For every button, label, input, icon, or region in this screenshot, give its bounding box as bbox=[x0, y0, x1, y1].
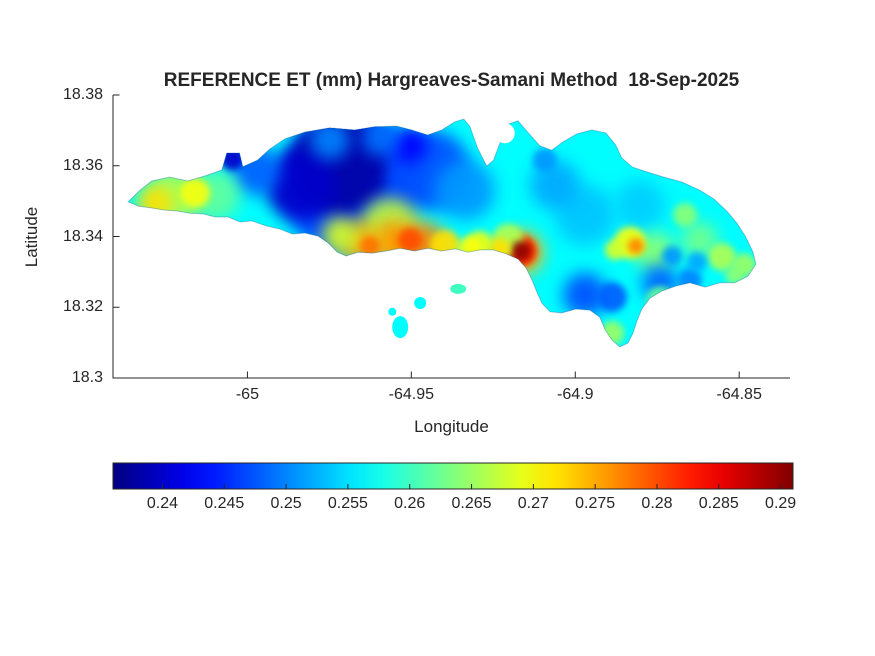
island-heatmap bbox=[128, 119, 756, 347]
et-value-blob bbox=[600, 321, 624, 346]
islet bbox=[388, 307, 397, 316]
et-value-blob bbox=[627, 238, 644, 255]
et-value-blob bbox=[360, 236, 380, 257]
colorbar-tick-label: 0.255 bbox=[327, 495, 368, 512]
et-value-blob bbox=[489, 238, 510, 259]
et-value-blob bbox=[321, 217, 358, 254]
et-value-blob bbox=[708, 243, 737, 271]
et-value-blob bbox=[529, 159, 580, 210]
x-tick-label: -65 bbox=[235, 386, 259, 403]
y-tick-label: 18.32 bbox=[62, 298, 103, 316]
et-value-blob bbox=[563, 272, 608, 317]
et-value-blob bbox=[532, 148, 557, 173]
et-value-blob bbox=[264, 149, 335, 220]
et-value-blob bbox=[673, 202, 698, 227]
et-value-blob bbox=[180, 178, 210, 208]
y-tick-label: 18.3 bbox=[71, 369, 103, 386]
colorbar-tick-label: 0.285 bbox=[698, 495, 739, 512]
et-value-blob bbox=[646, 286, 675, 315]
colorbar-tick-label: 0.25 bbox=[270, 495, 302, 512]
et-value-blob bbox=[597, 282, 627, 312]
et-value-blob bbox=[724, 265, 745, 286]
islet bbox=[414, 297, 427, 309]
offshore-islets bbox=[388, 283, 467, 339]
et-value-blob bbox=[458, 236, 482, 261]
et-value-blob bbox=[614, 180, 665, 230]
colorbar-tick-label: 0.28 bbox=[641, 495, 673, 512]
colorbar-ticks bbox=[161, 484, 782, 489]
chart-title: REFERENCE ET (mm) Hargreaves-Samani Meth… bbox=[163, 70, 740, 91]
et-value-blob bbox=[430, 230, 461, 260]
islet bbox=[450, 283, 467, 294]
et-value-blob bbox=[604, 239, 625, 260]
axes bbox=[112, 94, 790, 379]
et-value-blob bbox=[435, 160, 496, 221]
bay-inlet bbox=[494, 123, 515, 144]
colorbar-tick-label: 0.245 bbox=[204, 495, 245, 512]
et-value-blob bbox=[511, 241, 532, 261]
colorbar-tick-label: 0.24 bbox=[146, 495, 179, 512]
et-value-blob bbox=[681, 222, 718, 258]
bays bbox=[494, 123, 515, 144]
x-axis-label: Longitude bbox=[414, 417, 489, 436]
et-value-blob bbox=[309, 119, 350, 160]
x-tick-label: -64.85 bbox=[716, 386, 762, 403]
islet bbox=[392, 316, 409, 339]
et-value-blob bbox=[398, 228, 422, 252]
colorbar-tick-label: 0.29 bbox=[765, 495, 797, 512]
colorbar bbox=[112, 462, 794, 490]
x-tick-label: -64.95 bbox=[388, 386, 435, 403]
et-value-blob bbox=[137, 184, 173, 221]
x-tick-label: -64.9 bbox=[557, 386, 594, 403]
colorbar-tick-label: 0.26 bbox=[394, 495, 426, 512]
et-value-blob bbox=[686, 252, 707, 272]
colorbar-tick-label: 0.27 bbox=[517, 495, 549, 512]
colorbar-tick-label: 0.265 bbox=[451, 495, 492, 512]
et-value-blob bbox=[392, 126, 428, 163]
y-tick-label: 18.34 bbox=[62, 227, 103, 245]
colorbar-tick-label: 0.275 bbox=[575, 495, 616, 512]
y-tick-label: 18.38 bbox=[62, 86, 103, 103]
y-tick-label: 18.36 bbox=[62, 156, 103, 174]
island-coastline bbox=[127, 118, 757, 348]
et-value-blob bbox=[662, 246, 682, 266]
et-value-blob bbox=[361, 120, 398, 157]
